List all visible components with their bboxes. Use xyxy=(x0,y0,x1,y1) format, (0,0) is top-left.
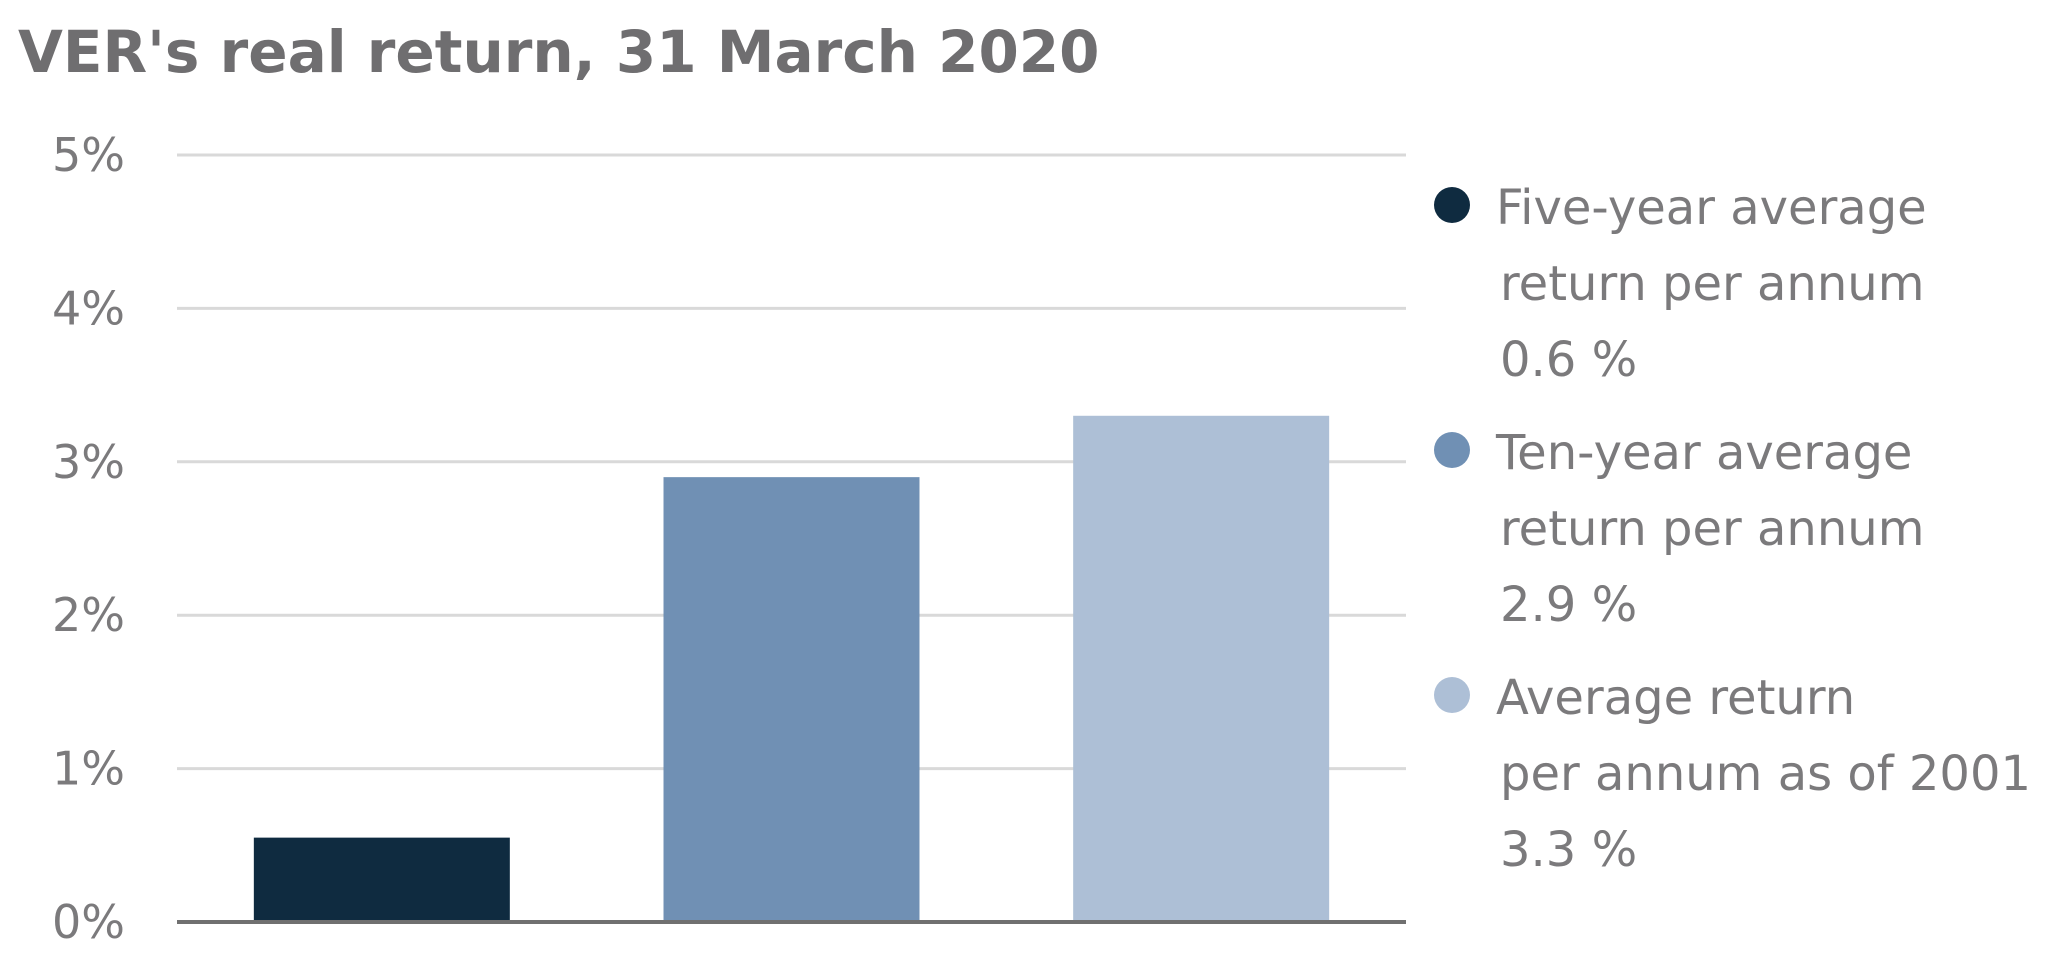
y-tick-label: 5% xyxy=(52,128,125,182)
bars xyxy=(253,415,1330,922)
legend-value: 3.3 % xyxy=(1500,822,1637,878)
y-tick-label: 0% xyxy=(52,895,125,949)
legend: Five-year average return per annum 0.6 % Te… xyxy=(1434,180,2031,878)
legend-label: Five-year average xyxy=(1496,180,1927,236)
legend-label: per annum as of 2001 xyxy=(1500,746,2031,802)
chart-title: VER's real return, 31 March 2020 xyxy=(18,18,1100,86)
legend-label: Ten-year average xyxy=(1495,425,1912,481)
legend-label: Average return xyxy=(1496,670,1855,726)
y-tick-label: 2% xyxy=(52,588,125,642)
y-tick-label: 1% xyxy=(52,742,125,796)
bar xyxy=(253,837,510,922)
bar xyxy=(663,477,920,922)
y-axis-ticks: 0% 1% 2% 3% 4% 5% xyxy=(52,128,125,949)
legend-marker xyxy=(1434,677,1470,713)
y-tick-label: 4% xyxy=(52,281,125,335)
legend-label: return per annum xyxy=(1500,256,1924,312)
legend-value: 2.9 % xyxy=(1500,577,1637,633)
y-tick-label: 3% xyxy=(52,435,125,489)
legend-value: 0.6 % xyxy=(1500,332,1637,388)
legend-label: return per annum xyxy=(1500,501,1924,557)
legend-marker xyxy=(1434,432,1470,468)
legend-marker xyxy=(1434,187,1470,223)
bar xyxy=(1073,415,1330,922)
